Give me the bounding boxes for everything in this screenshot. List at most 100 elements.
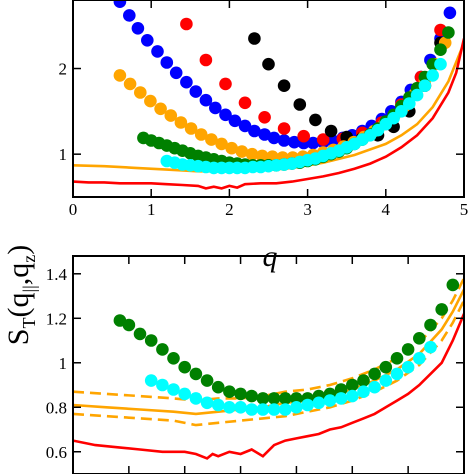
y-axis-label-close: ) <box>2 245 35 255</box>
top-series-0-point <box>169 66 183 80</box>
top-series-3-point <box>174 116 188 129</box>
bottom-series-1-point <box>368 380 381 394</box>
top-series-4-point <box>442 26 455 39</box>
y-axis-label-open: (q <box>2 293 35 318</box>
bottom-series-1-point <box>189 392 203 405</box>
top-series-0-point <box>443 6 457 20</box>
bottom-series-0-point <box>290 392 303 405</box>
bottom-series-0-point <box>189 367 203 381</box>
bottom-series-1-point <box>167 383 180 396</box>
top-series-0-point <box>238 119 252 133</box>
bottom-series-1-point <box>312 396 326 410</box>
bottom-series-0-point <box>279 392 292 405</box>
top-series-0-point <box>267 131 281 145</box>
top-series-1-point <box>258 111 271 124</box>
top-series-0-point <box>180 75 193 89</box>
top-series-0-point <box>288 135 301 149</box>
top-series-3-point <box>235 145 249 158</box>
top-x-tick-label: 5 <box>460 200 469 219</box>
top-series-3-point <box>215 137 228 151</box>
top-plot-area <box>73 0 464 190</box>
bottom-series-1-point <box>357 385 370 399</box>
top-x-tick-label: 1 <box>147 200 156 219</box>
top-series-0-point <box>219 108 232 122</box>
top-series-5-point <box>434 57 447 71</box>
top-series-5-point <box>418 79 432 92</box>
y-axis-label-symbol: S <box>2 329 35 346</box>
bottom-series-1-point <box>156 378 169 392</box>
top-series-2-point <box>293 98 307 111</box>
top-series-0-point <box>326 134 339 147</box>
top-series-1-point <box>238 96 252 110</box>
top-axes-frame <box>72 0 465 198</box>
bottom-curve-3 <box>73 313 464 460</box>
bottom-series-0-point <box>368 367 381 381</box>
top-series-5-point <box>410 88 424 102</box>
bottom-series-1-point <box>323 394 337 407</box>
bottom-series-1-point <box>379 374 393 387</box>
bottom-series-1-point <box>279 403 292 416</box>
bottom-plot-area <box>73 277 464 460</box>
top-series-3-point <box>245 147 259 161</box>
bottom-series-0-point <box>144 334 158 347</box>
bottom-series-1-point <box>413 352 426 365</box>
bottom-series-0-point <box>390 352 404 365</box>
top-series-0-point <box>277 134 291 147</box>
top-series-5-point <box>426 69 440 82</box>
top-x-tick-label: 2 <box>225 200 234 219</box>
bottom-series-0-point <box>156 343 169 356</box>
bottom-series-1-point <box>144 374 158 387</box>
bottom-series-0-point <box>357 374 370 387</box>
bottom-series-1-point <box>301 398 314 412</box>
bottom-series-0-point <box>133 327 147 341</box>
y-axis-label-comma: ,q <box>2 263 35 286</box>
bottom-series-0-point <box>413 332 426 345</box>
top-series-0-point <box>160 56 174 69</box>
top-series-0-point <box>306 136 320 150</box>
bottom-series-0-point <box>334 383 348 396</box>
top-series-1-point <box>277 122 291 135</box>
top-series-0-point <box>248 124 261 138</box>
top-series-5-point <box>403 97 416 110</box>
bottom-series-0-point <box>435 303 449 316</box>
bottom-series-0-point <box>223 385 236 399</box>
bottom-series-1-point <box>390 367 404 381</box>
bottom-series-0-point <box>401 343 415 356</box>
bottom-series-1-point <box>334 392 348 405</box>
top-series-3-point <box>205 133 218 146</box>
top-panel: 0 1 2 3 4 5 1 2 <box>59 0 469 219</box>
bottom-series-1-point <box>223 401 236 414</box>
bottom-y-tick-label: 0.6 <box>46 443 67 462</box>
top-x-tick-label: 4 <box>382 200 391 219</box>
bottom-series-1-point <box>234 401 247 414</box>
bottom-series-0-point <box>245 389 258 403</box>
bottom-series-1-point <box>267 403 281 416</box>
bottom-y-tick-label: 1.4 <box>46 265 68 284</box>
top-series-0-point <box>123 9 136 22</box>
top-series-1-point <box>297 129 311 143</box>
top-series-3-point <box>134 86 147 99</box>
bottom-series-1-point <box>290 401 303 414</box>
top-series-2-point <box>262 57 275 71</box>
bottom-series-0-point <box>446 278 460 292</box>
top-series-0-point <box>141 34 154 47</box>
top-series-1-point <box>219 77 232 91</box>
bottom-panel: 0.511.522.533.50.60.811.21.4 <box>46 255 465 474</box>
bottom-series-0-point <box>167 352 180 365</box>
top-y-tick-label: 1 <box>59 145 68 164</box>
top-series-4-point <box>434 43 447 56</box>
bottom-series-0-point <box>211 380 225 394</box>
bottom-y-tick-label: 1 <box>59 354 68 373</box>
top-series-2-point <box>309 113 322 127</box>
y-axis-label: ST(q||,qz) <box>2 245 39 345</box>
top-series-1-point <box>316 133 330 146</box>
top-series-0-point <box>151 45 164 58</box>
top-x-tick-label: 0 <box>69 200 78 219</box>
top-series-2-point <box>277 79 291 92</box>
y-axis-label-sub-z: z <box>19 255 39 263</box>
top-y-tick-label: 2 <box>59 60 68 79</box>
bottom-series-0-point <box>379 360 393 374</box>
bottom-axes-frame <box>72 255 465 474</box>
bottom-series-0-point <box>122 318 136 332</box>
